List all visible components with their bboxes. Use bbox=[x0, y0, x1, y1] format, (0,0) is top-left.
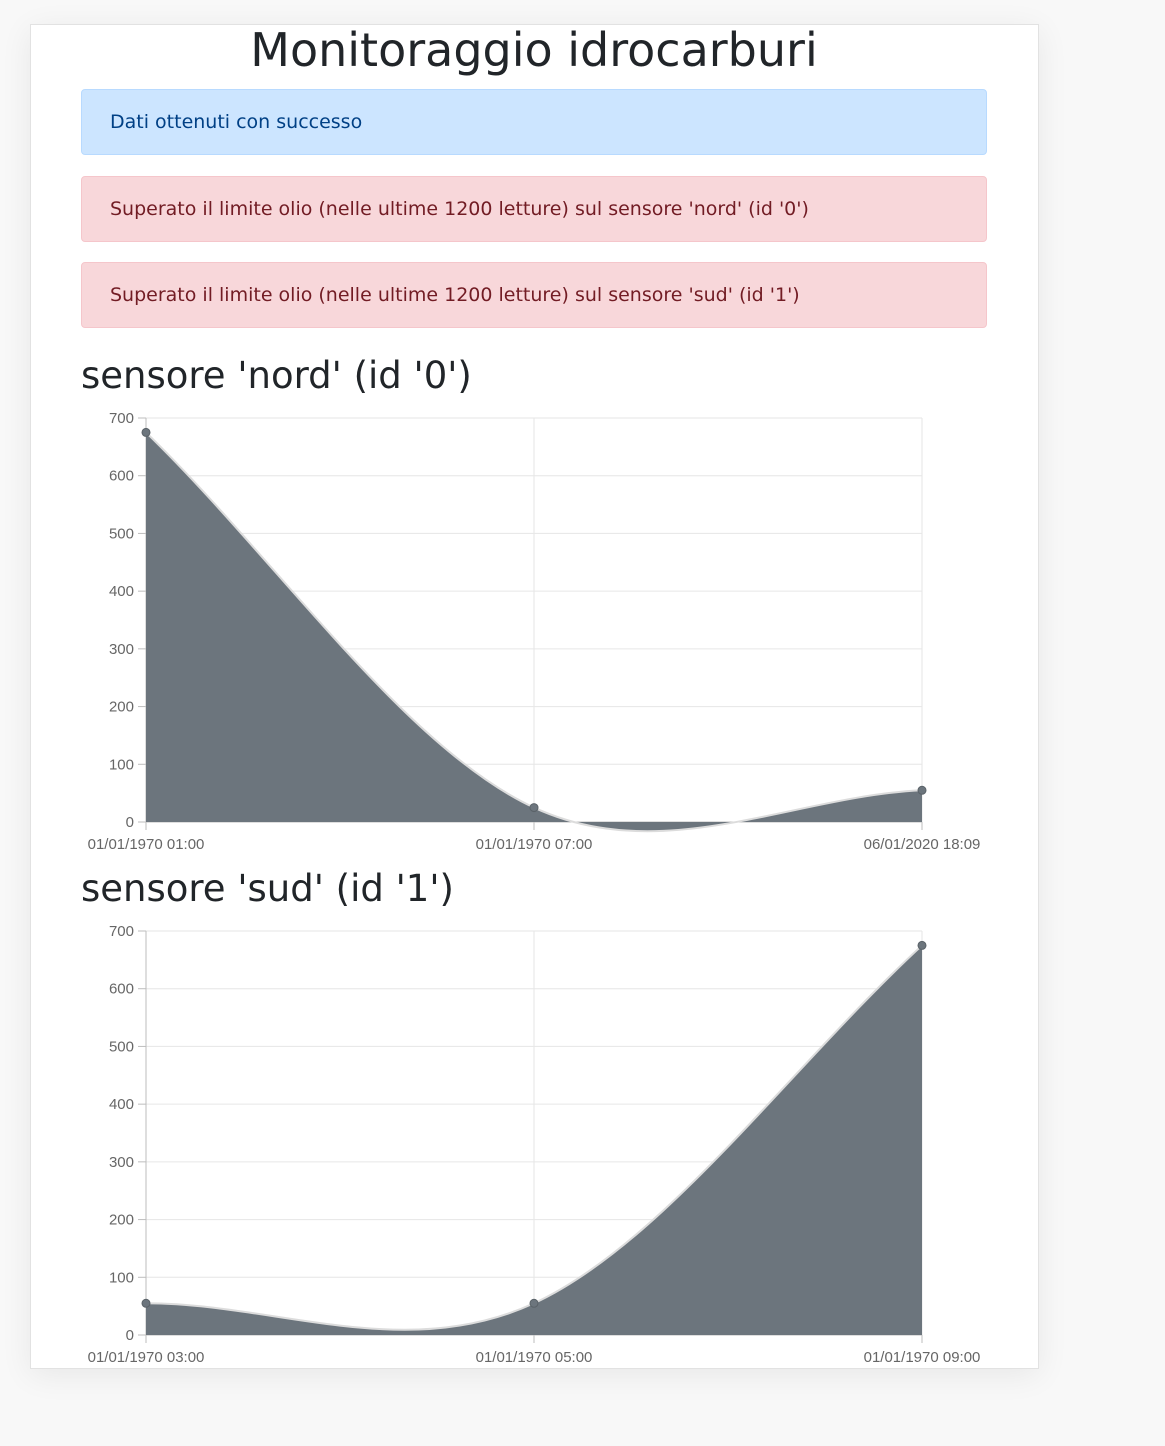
series-line bbox=[145, 431, 923, 833]
sensor-heading-sud: sensore 'sud' (id '1') bbox=[81, 867, 454, 910]
x-tick-label: 06/01/2020 18:09 bbox=[864, 836, 981, 853]
x-tick-label: 01/01/1970 07:00 bbox=[476, 836, 593, 853]
chart-sensor-nord: 0 100 200 300 400 500 600 700 01/01/1970 01:00 01… bbox=[88, 410, 981, 853]
x-tick-label: 01/01/1970 05:00 bbox=[476, 1349, 593, 1366]
y-tick-label: 400 bbox=[109, 583, 134, 600]
y-tick-label: 0 bbox=[126, 1327, 134, 1344]
x-tick-label: 01/01/1970 03:00 bbox=[88, 1349, 205, 1366]
y-tick-label: 500 bbox=[109, 525, 134, 542]
y-tick-label: 700 bbox=[109, 923, 134, 940]
y-tick-label: 300 bbox=[109, 1154, 134, 1171]
success-alert: Dati ottenuti con successo bbox=[81, 89, 987, 155]
x-tick-label: 01/01/1970 01:00 bbox=[88, 836, 205, 853]
data-point bbox=[141, 1298, 151, 1308]
page-title: Monitoraggio idrocarburi bbox=[250, 23, 818, 77]
y-tick-label: 300 bbox=[109, 641, 134, 658]
series-line bbox=[145, 944, 923, 1331]
y-tick-label: 600 bbox=[109, 981, 134, 998]
series-area bbox=[146, 432, 922, 832]
oil-limit-alert-nord: Superato il limite olio (nelle ultime 12… bbox=[81, 176, 987, 242]
data-point bbox=[529, 1298, 539, 1308]
data-point bbox=[141, 427, 151, 437]
data-point bbox=[917, 785, 927, 795]
y-tick-label: 200 bbox=[109, 699, 134, 716]
y-tick-label: 600 bbox=[109, 468, 134, 485]
y-tick-label: 700 bbox=[109, 410, 134, 427]
series-area bbox=[146, 945, 922, 1335]
oil-limit-alert-sud: Superato il limite olio (nelle ultime 12… bbox=[81, 262, 987, 328]
y-tick-label: 400 bbox=[109, 1096, 134, 1113]
y-tick-label: 200 bbox=[109, 1212, 134, 1229]
chart-sensor-sud: 0 100 200 300 400 500 600 700 01/01/1970 03:00 01… bbox=[88, 923, 981, 1366]
sensor-heading-nord: sensore 'nord' (id '0') bbox=[81, 354, 472, 397]
y-tick-label: 100 bbox=[109, 1269, 134, 1286]
data-point bbox=[917, 940, 927, 950]
data-point bbox=[529, 803, 539, 813]
x-tick-label: 01/01/1970 09:00 bbox=[864, 1349, 981, 1366]
y-tick-label: 500 bbox=[109, 1038, 134, 1055]
y-tick-label: 0 bbox=[126, 814, 134, 831]
y-tick-label: 100 bbox=[109, 756, 134, 773]
